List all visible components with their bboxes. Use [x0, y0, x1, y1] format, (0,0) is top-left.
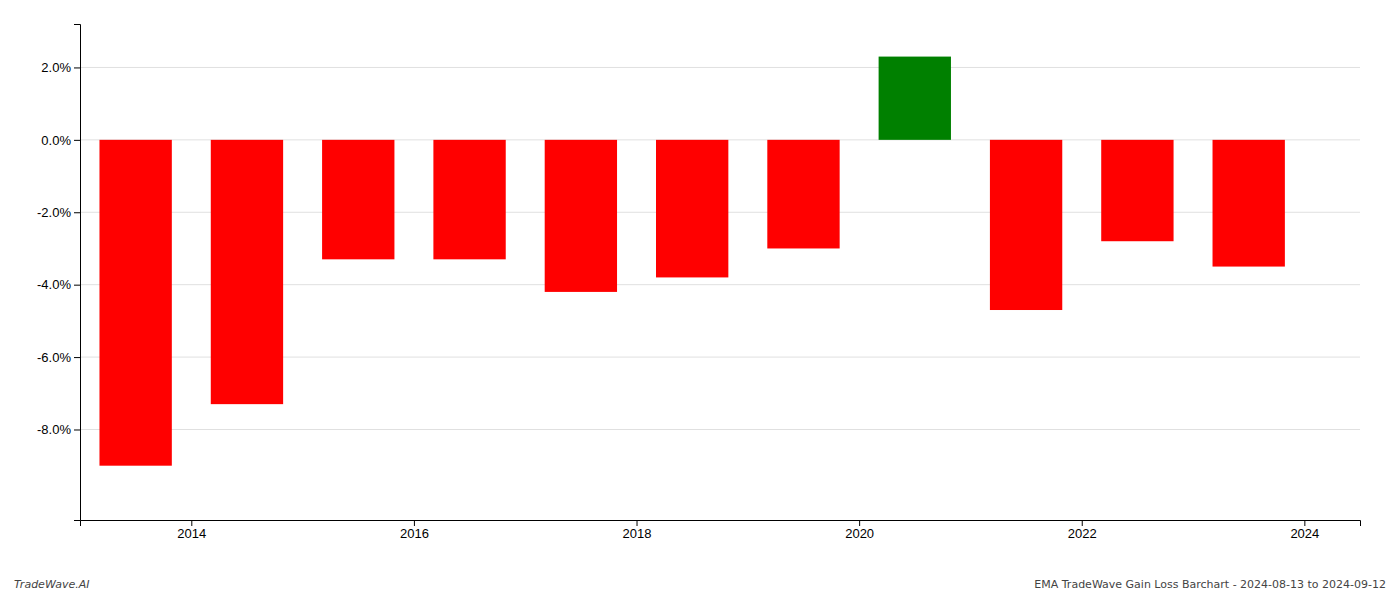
x-axis-line — [81, 521, 1361, 527]
bar — [433, 140, 505, 259]
grid — [80, 67, 1360, 429]
y-tick: 2.0% — [41, 60, 80, 75]
x-tick: 2018 — [623, 520, 652, 541]
x-tick: 2016 — [400, 520, 429, 541]
annotation: TradeWave.AI — [14, 578, 89, 591]
bar — [656, 140, 728, 278]
y-tick: 0.0% — [41, 133, 80, 148]
x-tick: 2024 — [1290, 520, 1319, 541]
annotations: TradeWave.AI EMA TradeWave Gain Loss Barc… — [14, 578, 1386, 591]
x-tick-label: 2022 — [1068, 526, 1097, 541]
y-tick-mark — [74, 67, 80, 68]
y-tick-mark — [74, 140, 80, 141]
y-tick: -8.0% — [37, 422, 80, 437]
x-tick-label: 2014 — [177, 526, 206, 541]
chart: 201420162018202020222024-8.0%-6.0%-4.0%-… — [0, 0, 1400, 600]
y-axis: -8.0% -6.0% -4.0% -2.0% 0.0% 2.0% — [37, 25, 80, 521]
y-tick-label: -2.0% — [37, 205, 71, 220]
y-tick-mark — [74, 357, 80, 358]
y-tick: -4.0% — [37, 277, 80, 292]
x-axis: 2014 2016 2018 2020 2022 2024 — [81, 520, 1361, 541]
y-tick: -2.0% — [37, 205, 80, 220]
bar — [211, 140, 283, 404]
bar — [322, 140, 394, 259]
x-tick-mark — [859, 520, 860, 526]
x-tick: 2014 — [177, 520, 206, 541]
plot: 201420162018202020222024-8.0%-6.0%-4.0%-… — [37, 25, 1360, 542]
x-tick: 2020 — [845, 520, 874, 541]
y-tick-mark — [74, 429, 80, 430]
bar — [99, 140, 171, 466]
y-tick-label: -8.0% — [37, 422, 71, 437]
grid-line — [80, 429, 1360, 430]
annotation: EMA TradeWave Gain Loss Barchart - 2024-… — [1034, 578, 1386, 591]
x-tick-label: 2016 — [400, 526, 429, 541]
y-tick-mark — [74, 285, 80, 286]
y-tick-mark — [74, 212, 80, 213]
y-tick-label: -4.0% — [37, 277, 71, 292]
bar — [545, 140, 617, 292]
grid-line — [80, 67, 1360, 68]
y-tick-label: -6.0% — [37, 350, 71, 365]
bar — [767, 140, 839, 249]
x-tick-mark — [191, 520, 192, 526]
bar — [1101, 140, 1173, 241]
y-tick: -6.0% — [37, 350, 80, 365]
x-tick-mark — [414, 520, 415, 526]
x-tick-mark — [1304, 520, 1305, 526]
y-tick-label: 2.0% — [41, 60, 71, 75]
x-tick-label: 2020 — [845, 526, 874, 541]
y-axis-line — [74, 25, 81, 521]
x-tick-label: 2018 — [623, 526, 652, 541]
y-tick-label: 0.0% — [41, 133, 71, 148]
x-tick-label: 2024 — [1290, 526, 1319, 541]
bar — [990, 140, 1062, 310]
x-tick-mark — [637, 520, 638, 526]
x-tick-mark — [1082, 520, 1083, 526]
bars — [99, 57, 1284, 466]
x-tick: 2022 — [1068, 520, 1097, 541]
bar — [879, 57, 951, 140]
bar — [1213, 140, 1285, 267]
